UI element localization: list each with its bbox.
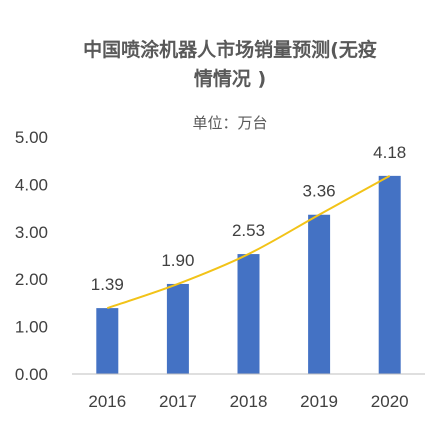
- y-tick-label: 4.00: [15, 175, 48, 194]
- trend-line: [106, 174, 391, 310]
- bar: [308, 214, 331, 374]
- x-tick-label: 2017: [159, 392, 197, 411]
- x-axis-ticks: 2016 2017 2018 2019 2020: [88, 392, 408, 411]
- bar: [237, 254, 260, 374]
- data-label: 2.53: [232, 221, 265, 240]
- chart-title-line1: 中国喷涂机器人市场销量预测(无疫: [83, 39, 377, 61]
- y-tick-label: 1.00: [15, 318, 48, 337]
- data-label: 4.18: [373, 143, 406, 162]
- bar: [378, 175, 401, 374]
- y-tick-label: 2.00: [15, 270, 48, 289]
- y-tick-label: 5.00: [15, 128, 48, 147]
- bar: [166, 283, 189, 374]
- data-labels: 1.39 1.90 2.53 3.36 4.18: [91, 143, 406, 294]
- x-tick-label: 2018: [230, 392, 268, 411]
- x-tick-label: 2020: [371, 392, 409, 411]
- y-tick-label: 0.00: [15, 365, 48, 384]
- x-tick-label: 2016: [88, 392, 126, 411]
- bars: [96, 175, 401, 374]
- chart-title: 中国喷涂机器人市场销量预测(无疫 情情况 ): [40, 36, 420, 94]
- data-label: 1.39: [91, 275, 124, 294]
- x-tick-label: 2019: [300, 392, 338, 411]
- bar: [96, 308, 119, 374]
- data-label: 1.90: [161, 251, 194, 270]
- y-tick-label: 3.00: [15, 223, 48, 242]
- chart-title-line2: 情情况 ): [193, 68, 267, 90]
- y-axis-ticks: 0.00 1.00 2.00 3.00 4.00 5.00: [15, 128, 48, 384]
- chart-subtitle: 单位：万台: [192, 114, 268, 132]
- data-label: 3.36: [303, 182, 336, 201]
